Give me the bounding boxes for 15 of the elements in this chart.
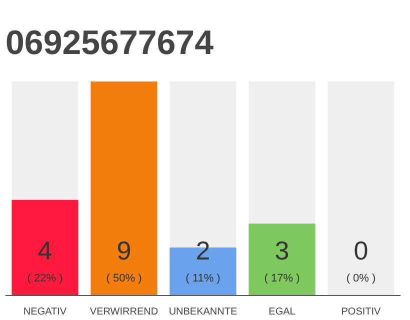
data-label: 0 [354,236,368,266]
x-tick-label: EGAL [268,306,296,318]
data-label: 9 [116,236,132,266]
data-label: 3 [274,236,290,266]
data-label: 4 [38,236,52,266]
x-tick-label: NEGATIV [23,306,67,318]
chart-title: 06925677674 [6,24,214,62]
annotation: ( 22% ) [27,272,63,284]
x-tick-label: VERWIRREND [90,306,158,318]
x-tick-label: POSITIV [341,306,382,318]
annotation: ( 17% ) [264,272,300,284]
annotation: ( 50% ) [106,272,142,284]
annotation: ( 0% ) [346,272,376,284]
annotation: ( 11% ) [186,272,220,284]
x-tick-label: UNBEKANNTE [168,306,238,318]
